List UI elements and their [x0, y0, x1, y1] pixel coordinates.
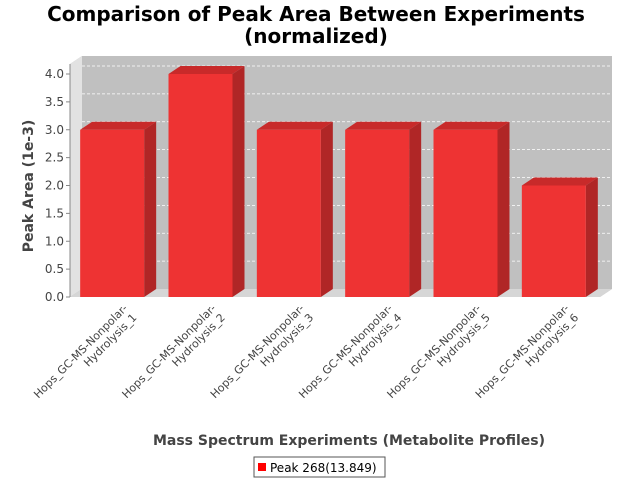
- bar-series: [80, 66, 598, 297]
- bar-top: [80, 121, 157, 130]
- y-tick-label: 3.0: [45, 123, 64, 137]
- bar: [433, 121, 510, 297]
- y-axis: 0.0 0.5 1.0 1.5 2.0 2.5 3.0 3.5 4.0: [45, 64, 71, 304]
- bar-front: [256, 129, 321, 297]
- bar-side: [144, 121, 157, 297]
- bar-front: [433, 129, 498, 297]
- bar-side: [497, 121, 510, 297]
- y-tick-label: 2.5: [45, 151, 64, 165]
- bar: [80, 121, 157, 297]
- x-category-label-line1: Hops_GC-MS-Nonpolar-: [31, 302, 130, 401]
- plot-left-wall: [70, 56, 82, 297]
- bar-top: [521, 177, 598, 186]
- legend-swatch: [258, 463, 266, 471]
- bar-side: [585, 177, 598, 297]
- x-axis-label: Mass Spectrum Experiments (Metabolite Pr…: [153, 433, 545, 449]
- bar-side: [232, 66, 245, 297]
- y-tick-label: 0.0: [45, 290, 64, 304]
- x-axis-categories: Hops_GC-MS-Nonpolar-Hydrolysis_1Hops_GC-…: [31, 302, 581, 401]
- bar: [168, 66, 245, 297]
- y-tick-label: 2.0: [45, 179, 64, 193]
- bar-top: [345, 121, 422, 130]
- bar-side: [320, 121, 333, 297]
- legend-box: [253, 456, 386, 478]
- legend-label: Peak 268(13.849): [270, 461, 377, 475]
- y-tick-label: 0.5: [45, 262, 64, 276]
- bar: [345, 121, 422, 297]
- bar-top: [256, 121, 333, 130]
- chart-title-line2: (normalized): [244, 24, 388, 48]
- y-tick-label: 1.5: [45, 206, 64, 220]
- bar-front: [80, 129, 145, 297]
- bar-top: [433, 121, 510, 130]
- y-tick-label: 3.5: [45, 95, 64, 109]
- chart-title-line1: Comparison of Peak Area Between Experime…: [47, 2, 585, 26]
- y-tick-label: 1.0: [45, 234, 64, 248]
- legend: Peak 268(13.849): [253, 456, 386, 478]
- y-axis-label: Peak Area (1e-3): [21, 120, 37, 253]
- bar-side: [409, 121, 422, 297]
- bar: [256, 121, 333, 297]
- bar-front: [521, 185, 586, 297]
- bar-front: [168, 74, 233, 297]
- y-tick-label: 4.0: [45, 67, 64, 81]
- bar-front: [345, 129, 410, 297]
- bar: [521, 177, 598, 297]
- bar-top: [168, 66, 245, 74]
